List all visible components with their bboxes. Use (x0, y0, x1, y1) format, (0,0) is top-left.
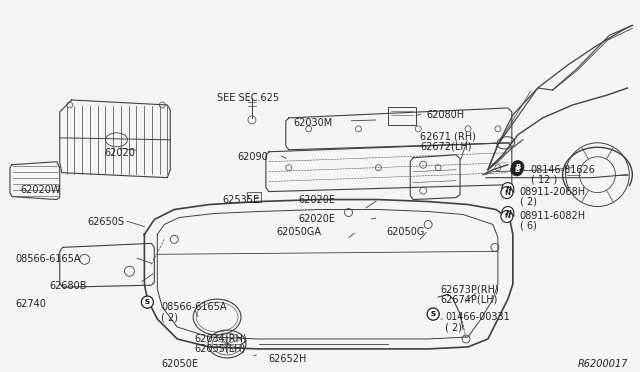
Text: 62740: 62740 (15, 299, 46, 309)
Text: 62050G: 62050G (387, 227, 425, 237)
Text: B: B (515, 164, 520, 170)
Text: 08566-6165A: 08566-6165A (15, 254, 81, 264)
Text: S: S (145, 299, 150, 305)
Circle shape (427, 308, 439, 320)
Text: 62020E: 62020E (299, 195, 336, 205)
Text: ( 12 ): ( 12 ) (531, 175, 557, 185)
Text: 62673P(RH): 62673P(RH) (440, 284, 499, 294)
Text: ( 2): ( 2) (445, 322, 462, 332)
Circle shape (502, 183, 514, 195)
Text: 01466-00331: 01466-00331 (445, 312, 510, 322)
Circle shape (512, 161, 524, 173)
Text: N: N (505, 209, 511, 215)
Text: ( 2): ( 2) (161, 312, 179, 322)
Circle shape (501, 187, 513, 199)
Text: N: N (505, 186, 511, 192)
Text: B: B (514, 167, 520, 173)
Text: 62650S: 62650S (88, 218, 125, 228)
Text: 62020E: 62020E (299, 215, 336, 224)
Text: 62671 (RH): 62671 (RH) (420, 132, 476, 142)
Circle shape (501, 211, 513, 222)
Circle shape (427, 308, 439, 320)
Circle shape (511, 164, 523, 176)
Text: S: S (145, 299, 150, 305)
Text: 08566-6165A: 08566-6165A (161, 302, 227, 312)
Circle shape (502, 206, 514, 218)
Text: 62674P(LH): 62674P(LH) (440, 294, 497, 304)
Text: 62035(LH): 62035(LH) (194, 344, 246, 354)
Text: 62080H: 62080H (426, 110, 464, 120)
Text: 62535E: 62535E (222, 195, 259, 205)
Text: S: S (431, 311, 436, 317)
Text: N: N (504, 214, 510, 219)
Text: 62030M: 62030M (294, 118, 333, 128)
Text: S: S (431, 311, 436, 317)
Text: N: N (504, 190, 510, 196)
Text: R6200017: R6200017 (577, 359, 628, 369)
Text: 62034(RH): 62034(RH) (194, 334, 247, 344)
Text: 62672(LH): 62672(LH) (420, 142, 472, 152)
Text: 08146-81626: 08146-81626 (531, 165, 596, 175)
Circle shape (141, 296, 154, 308)
Text: 62020: 62020 (104, 148, 136, 158)
Text: 62680B: 62680B (50, 281, 87, 291)
Text: ( 2): ( 2) (520, 196, 537, 206)
Text: 08911-6082H: 08911-6082H (520, 211, 586, 221)
Text: 62020W: 62020W (20, 185, 60, 195)
Text: 08911-2068H: 08911-2068H (520, 187, 586, 197)
Text: 62090: 62090 (237, 152, 268, 162)
Circle shape (141, 296, 154, 308)
Text: 62652H: 62652H (269, 354, 307, 364)
Text: ( 6): ( 6) (520, 221, 537, 231)
Text: SEE SEC.625: SEE SEC.625 (217, 93, 279, 103)
Text: 62050GA: 62050GA (277, 227, 322, 237)
Text: 62050E: 62050E (161, 359, 198, 369)
